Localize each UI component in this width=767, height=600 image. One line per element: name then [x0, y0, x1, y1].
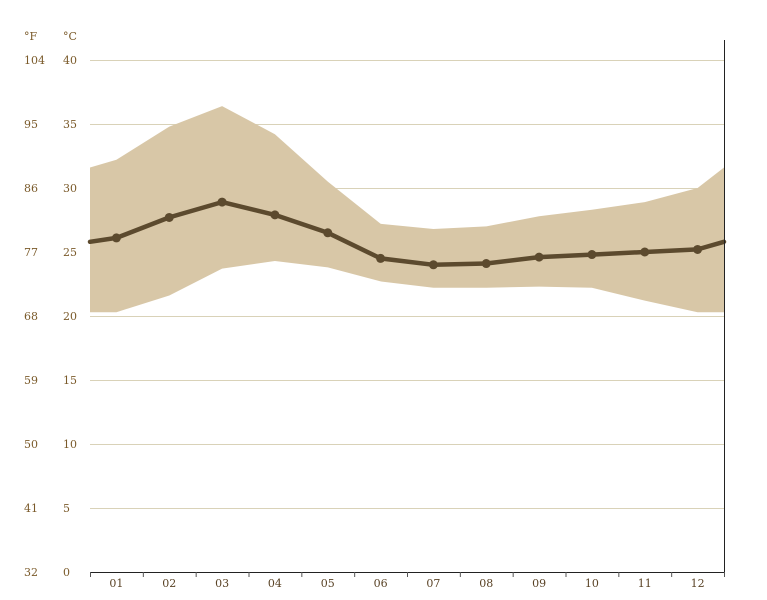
mean-point-12 — [693, 244, 703, 254]
mean-point-07 — [428, 260, 438, 270]
ytick-label-c-20: 20 — [63, 310, 77, 323]
y-axis-labels: 32 0 41 5 50 10 59 15 68 20 77 25 86 30 95 35 104 40 — [24, 54, 77, 579]
mean-point-06 — [376, 253, 386, 263]
xtick-label-07: 07 — [426, 577, 440, 590]
ytick-label-f-68: 68 — [24, 310, 38, 323]
mean-point-01 — [111, 233, 121, 243]
mean-point-05 — [323, 228, 333, 238]
x-axis: 01 02 03 04 05 06 07 08 09 10 11 12 — [90, 572, 725, 590]
ytick-label-c-15: 15 — [63, 374, 77, 387]
ytick-label-c-5: 5 — [63, 502, 70, 515]
mean-point-03 — [217, 197, 227, 207]
mean-point-09 — [534, 252, 544, 262]
xtick-label-03: 03 — [215, 577, 229, 590]
xtick-label-11: 11 — [638, 577, 652, 590]
ytick-label-f-77: 77 — [24, 246, 38, 259]
xtick-label-06: 06 — [374, 577, 388, 590]
ytick-label-c-35: 35 — [63, 118, 77, 131]
mean-point-10 — [587, 250, 597, 260]
mean-temperature-series — [87, 197, 727, 270]
xtick-label-05: 05 — [321, 577, 335, 590]
ytick-label-f-59: 59 — [24, 374, 38, 387]
mean-point-08 — [481, 259, 491, 269]
ytick-label-f-104: 104 — [24, 54, 45, 67]
xtick-label-10: 10 — [585, 577, 599, 590]
temperature-range-band — [90, 106, 724, 313]
xtick-label-12: 12 — [691, 577, 705, 590]
ytick-label-c-25: 25 — [63, 246, 77, 259]
fahrenheit-unit-label: °F — [24, 30, 38, 43]
mean-point-04 — [270, 210, 280, 220]
ytick-label-f-50: 50 — [24, 438, 38, 451]
ytick-label-c-30: 30 — [63, 182, 77, 195]
temperature-range-area — [90, 106, 724, 313]
ytick-label-c-10: 10 — [63, 438, 77, 451]
ytick-label-f-32: 32 — [24, 566, 38, 579]
xtick-label-01: 01 — [109, 577, 123, 590]
ytick-label-f-41: 41 — [24, 502, 38, 515]
celsius-unit-label: °C — [63, 30, 77, 43]
mean-point-11 — [640, 247, 650, 257]
xtick-label-08: 08 — [479, 577, 493, 590]
xtick-label-02: 02 — [162, 577, 176, 590]
ytick-label-c-0: 0 — [63, 566, 70, 579]
mean-temperature-line — [87, 199, 727, 268]
xtick-label-04: 04 — [268, 577, 282, 590]
ytick-label-c-40: 40 — [63, 54, 77, 67]
xtick-label-09: 09 — [532, 577, 546, 590]
ytick-label-f-95: 95 — [24, 118, 38, 131]
ytick-label-f-86: 86 — [24, 182, 38, 195]
mean-point-02 — [164, 212, 174, 222]
